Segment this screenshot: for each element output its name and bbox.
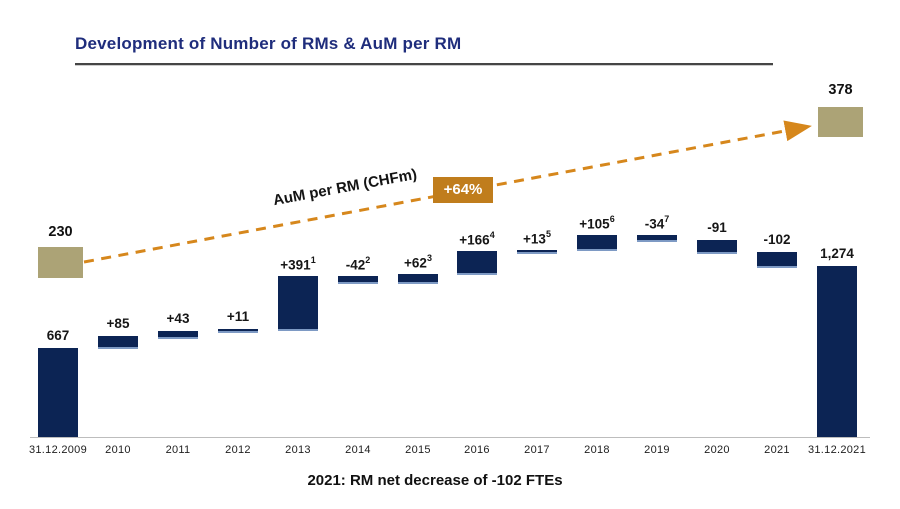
title-underline: [75, 63, 773, 66]
x-axis-label: 2018: [584, 444, 610, 456]
bar-value-label: 1,274: [820, 246, 854, 261]
footnote-marker: 1: [310, 255, 316, 265]
x-axis-label: 31.12.2009: [28, 444, 88, 456]
x-axis-label: 2020: [704, 444, 730, 456]
waterfall-bar-2010: [98, 336, 138, 347]
x-axis-label: 2017: [524, 444, 550, 456]
x-axis-label: 2013: [285, 444, 311, 456]
bar-value-label: -91: [707, 220, 727, 235]
bar-value-label: +11: [226, 309, 250, 324]
x-axis-label: 31.12.2021: [807, 444, 867, 456]
x-axis-label: 2015: [405, 444, 431, 456]
bar-value-label: 667: [46, 328, 70, 343]
footnote-marker: 6: [609, 214, 615, 224]
waterfall-bar-2020: [697, 240, 737, 252]
page-title: Development of Number of RMs & AuM per R…: [75, 34, 462, 53]
aum-start-value: 230: [48, 224, 73, 240]
bar-value-label: +1664: [459, 230, 495, 248]
x-axis-label: 2021: [764, 444, 790, 456]
aum-end-value: 378: [828, 82, 853, 98]
x-axis-label: 2012: [225, 444, 251, 456]
chart-caption: 2021: RM net decrease of -102 FTEs: [307, 472, 563, 489]
waterfall-bar-2016: [457, 251, 497, 273]
waterfall-bar-2018: [577, 235, 617, 249]
x-axis-label: 2016: [464, 444, 490, 456]
x-axis-line: [30, 437, 870, 438]
footnote-marker: 5: [545, 229, 551, 239]
bar-value-label: +85: [106, 316, 130, 331]
footnote-marker: 2: [365, 255, 371, 265]
aum-start-box: [38, 247, 83, 278]
bar-value-label: +623: [404, 253, 432, 271]
waterfall-bar-2015: [398, 274, 438, 282]
bar-value-label: -422: [345, 255, 371, 273]
waterfall-bar-2019: [637, 235, 677, 240]
waterfall-bar-2017: [517, 250, 557, 252]
aum-change-badge: +64%: [433, 177, 493, 203]
waterfall-bar-31.12.2021: [817, 266, 857, 438]
waterfall-bar-31.12.2009: [38, 348, 78, 438]
x-axis-label: 2011: [165, 444, 191, 456]
bar-value-label: +43: [166, 311, 190, 326]
waterfall-bar-2014: [338, 276, 378, 282]
bar-value-label: -347: [644, 214, 670, 232]
waterfall-bar-2011: [158, 331, 198, 337]
footnote-marker: 4: [489, 230, 495, 240]
bar-value-label: +135: [523, 229, 551, 247]
footnote-marker: 7: [664, 214, 670, 224]
bar-value-label: +1056: [579, 214, 615, 232]
x-axis-label: 2019: [644, 444, 670, 456]
waterfall-bar-2013: [278, 276, 318, 329]
bar-value-label: +3911: [280, 255, 316, 273]
aum-end-box: [818, 107, 863, 137]
x-axis-label: 2014: [345, 444, 371, 456]
footnote-marker: 3: [426, 253, 432, 263]
bar-value-label: -102: [763, 232, 791, 247]
waterfall-bar-2012: [218, 329, 258, 331]
waterfall-bar-2021: [757, 252, 797, 266]
aum-line-label: AuM per RM (CHFm): [271, 165, 419, 210]
x-axis-label: 2010: [105, 444, 131, 456]
